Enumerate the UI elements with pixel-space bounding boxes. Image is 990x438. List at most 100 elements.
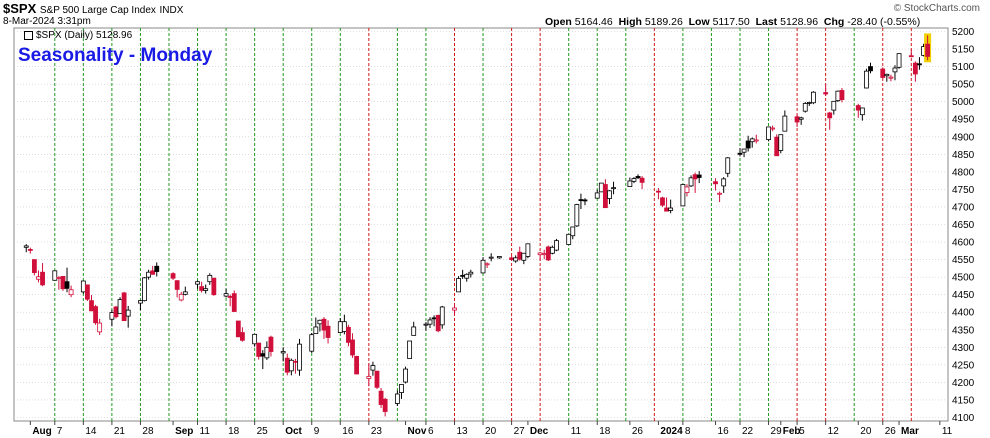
candle: [93, 304, 98, 325]
candle-body: [496, 256, 502, 259]
candle-body: [912, 62, 918, 75]
candle-body: [142, 277, 147, 302]
candle-body: [578, 199, 584, 201]
candle-body: [223, 293, 229, 297]
candle-body: [109, 312, 115, 320]
candle: [545, 245, 551, 261]
candle-body: [121, 292, 127, 322]
candle-body: [684, 186, 690, 193]
candle: [170, 272, 176, 280]
y-tick-label: 4200: [952, 378, 975, 389]
candle-body: [125, 309, 131, 317]
candle: [264, 341, 270, 360]
y-tick-label: 5200: [952, 27, 975, 38]
candle: [174, 280, 180, 298]
x-tick-label: Aug: [32, 426, 51, 437]
candle-body: [435, 314, 441, 332]
candle-body: [64, 281, 70, 289]
candle: [382, 397, 388, 417]
y-tick-label: 4750: [952, 185, 975, 196]
candle-body: [460, 274, 466, 277]
candle-body: [680, 184, 686, 207]
candle: [374, 370, 380, 390]
candle: [827, 111, 833, 130]
legend-label: $SPX (Daily) 5128.96: [36, 30, 133, 41]
candle: [109, 309, 115, 327]
candle: [399, 384, 404, 399]
candle-body: [354, 356, 360, 375]
candle: [864, 68, 869, 89]
candle: [97, 318, 103, 336]
candle-body: [203, 288, 209, 291]
candle: [888, 74, 894, 82]
candle-body: [138, 300, 143, 304]
candle: [664, 197, 669, 212]
candle-body: [399, 384, 404, 393]
candle-body: [468, 271, 474, 275]
candle-body: [370, 365, 376, 371]
candle-body: [664, 207, 669, 212]
candle: [52, 270, 58, 281]
candle-body: [23, 245, 29, 248]
candle-body: [607, 190, 612, 199]
y-tick-label: 5050: [952, 80, 975, 91]
candle: [806, 101, 812, 106]
candle-body: [549, 246, 555, 254]
candle: [394, 390, 400, 406]
candle-body: [831, 100, 837, 111]
x-tick-label: 13: [456, 426, 468, 437]
chg-value: -28.40 (-0.55%): [847, 16, 921, 28]
candle-body: [293, 360, 298, 363]
candle: [896, 53, 902, 69]
x-axis: Aug 7 14 21 28 Sep 11 18 25 Oct 9 16 23 Nov 6 13 20 27 Dec…: [29, 421, 953, 437]
candle-body: [252, 333, 258, 345]
candle: [68, 285, 74, 298]
legend: $SPX (Daily) 5128.96: [24, 30, 132, 41]
y-tick-label: 5100: [952, 62, 975, 73]
candle-body: [240, 332, 245, 341]
candle-body: [713, 181, 718, 185]
candle: [892, 65, 898, 81]
candle: [635, 174, 641, 179]
y-tick-label: 4950: [952, 115, 975, 126]
candle-body: [337, 321, 343, 333]
y-tick-label: 4650: [952, 220, 975, 231]
candle: [774, 134, 780, 157]
candle: [142, 277, 147, 302]
x-tick-label: 20: [860, 426, 872, 437]
candle: [521, 252, 527, 265]
candle: [917, 57, 922, 70]
candle-body: [378, 390, 384, 405]
y-tick-label: 4600: [952, 238, 975, 249]
candle: [639, 176, 645, 190]
candle: [908, 49, 914, 58]
candle: [753, 134, 759, 144]
x-tick-label: Nov: [408, 426, 427, 437]
candle: [354, 355, 360, 375]
open-value: 5164.46: [574, 16, 613, 28]
candle-body: [178, 293, 184, 301]
chg-label: Chg: [823, 16, 845, 28]
candle: [231, 290, 237, 312]
y-axis: 4100 4150 4200 4250 4300 4350 4400 4450 4500 4550…: [952, 27, 975, 424]
candle: [252, 333, 258, 347]
candle: [288, 358, 294, 376]
candle: [680, 184, 686, 207]
candle-body: [374, 370, 380, 388]
candle: [203, 284, 209, 294]
gridlines: [14, 31, 948, 418]
candle-body: [839, 90, 845, 100]
candle-body: [864, 70, 869, 89]
candle: [178, 291, 184, 302]
candle: [570, 226, 576, 240]
candle: [692, 172, 698, 193]
candle: [713, 178, 718, 191]
candle-body: [93, 306, 98, 324]
candle-body: [235, 320, 241, 338]
candle-body: [753, 139, 759, 142]
candle-body: [517, 251, 523, 260]
candle-body: [56, 277, 62, 279]
candle: [317, 319, 323, 332]
candle-body: [488, 256, 494, 259]
candle-body: [774, 136, 780, 157]
